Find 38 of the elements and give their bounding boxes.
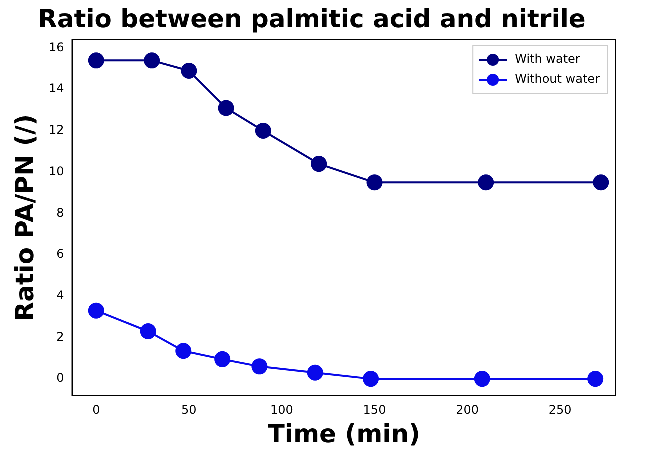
y-tick-label: 4: [56, 288, 64, 302]
legend-label: With water: [515, 52, 580, 66]
point: [218, 100, 234, 116]
y-tick-label: 0: [56, 371, 64, 386]
point: [252, 358, 268, 375]
point: [593, 174, 610, 191]
y-tick-label: 8: [56, 206, 64, 220]
y-tick-label: 2: [56, 330, 64, 344]
point: [181, 63, 198, 80]
x-tick-label: 50: [182, 402, 197, 417]
point: [88, 302, 104, 319]
point: [140, 324, 156, 340]
point: [88, 52, 104, 69]
x-tick-label: 150: [363, 402, 386, 417]
y-tick-label: 10: [48, 164, 64, 178]
legend-label: Without water: [515, 72, 600, 86]
point: [588, 371, 604, 388]
point: [255, 122, 272, 139]
point: [307, 364, 324, 381]
point: [366, 174, 383, 191]
point: [474, 371, 490, 388]
x-tick-label: 250: [548, 402, 572, 417]
x-axis-title: Time (min): [268, 420, 420, 448]
point: [363, 371, 380, 388]
y-axis-title: Ratio PA/PN (/): [10, 114, 40, 322]
point: [176, 343, 192, 360]
point: [144, 52, 160, 69]
y-tick-label: 12: [48, 123, 64, 138]
point: [214, 351, 231, 368]
x-tick-label: 0: [92, 402, 100, 417]
x-tick-label: 200: [456, 402, 479, 417]
y-tick-label: 14: [48, 82, 64, 96]
x-tick-label: 100: [270, 402, 294, 417]
point: [478, 174, 494, 191]
y-tick-label: 6: [56, 247, 64, 262]
point: [311, 156, 328, 172]
y-tick-label: 16: [48, 40, 64, 54]
chart-title: Ratio between palmitic acid and nitrile: [38, 4, 586, 34]
